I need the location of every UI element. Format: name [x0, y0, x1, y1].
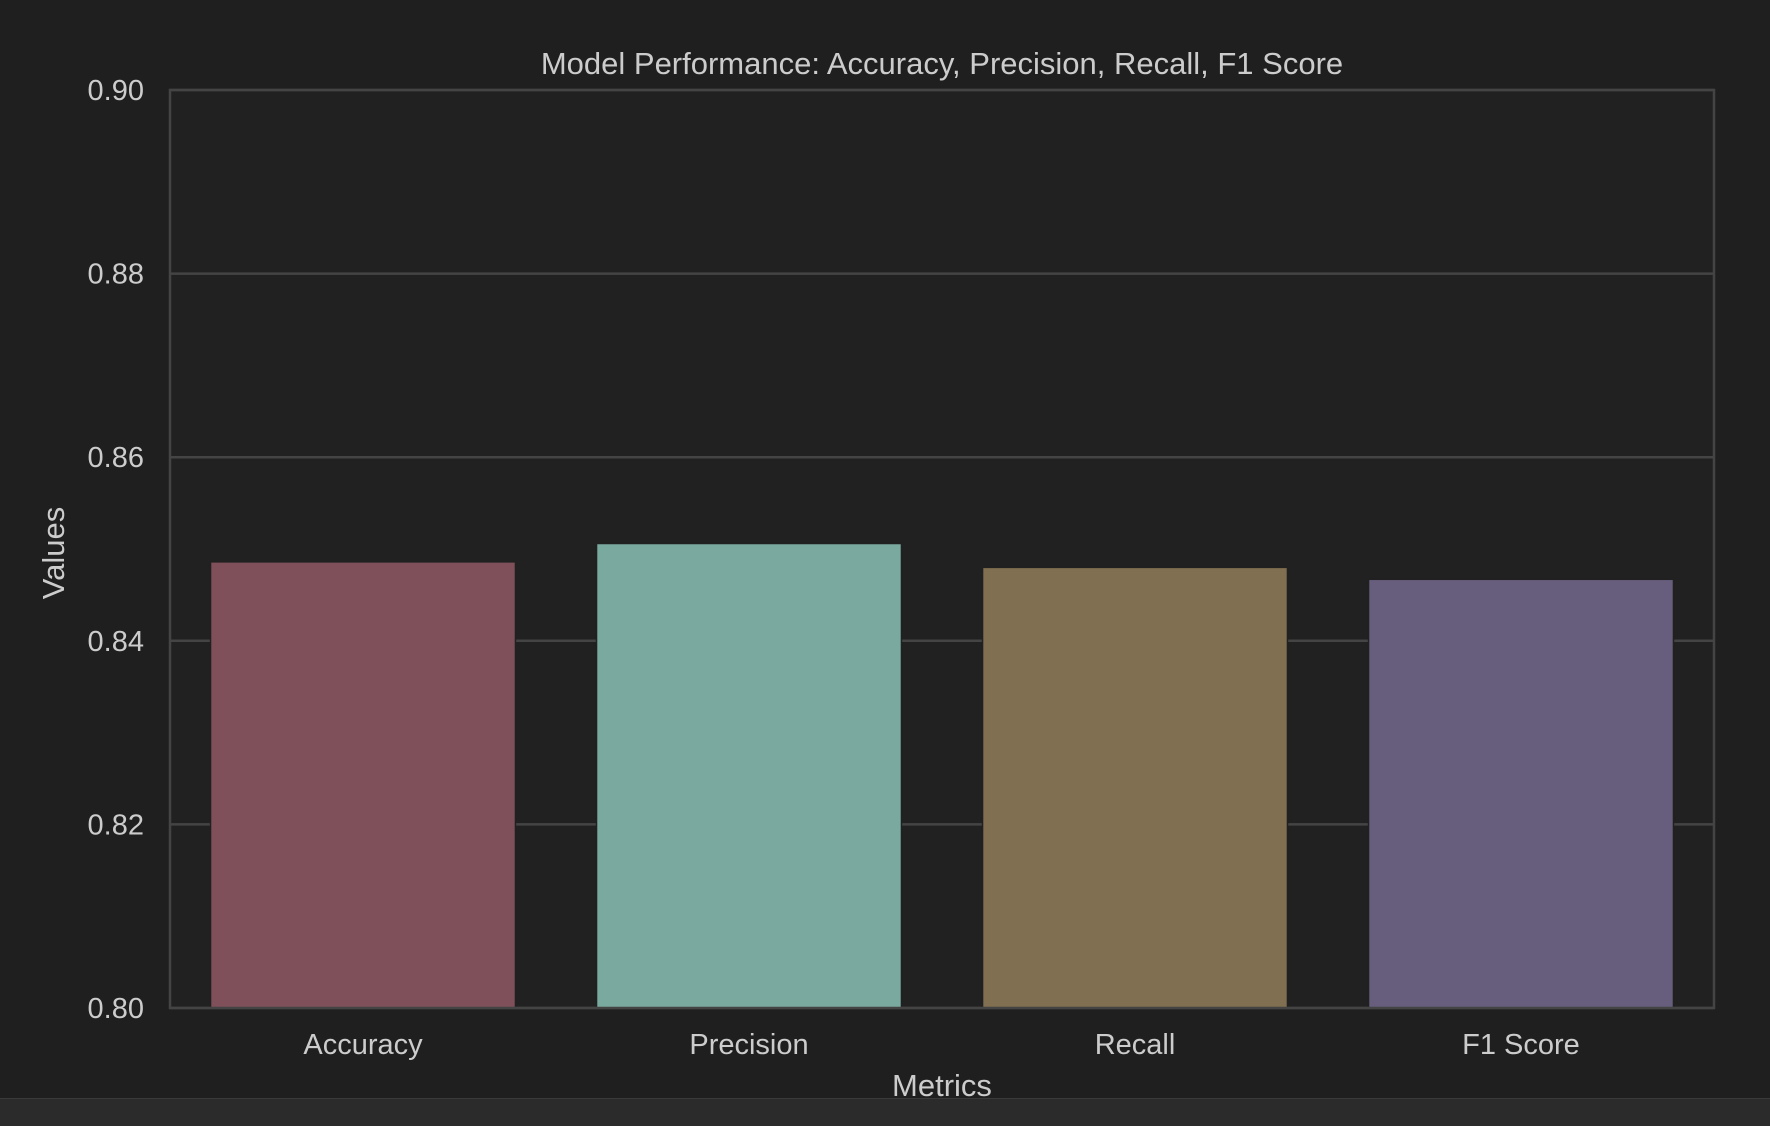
x-axis-ticks: Accuracy Precision Recall F1 Score	[303, 1029, 1579, 1061]
y-tick-label: 0.84	[88, 626, 144, 658]
y-tick-label: 0.90	[88, 75, 144, 107]
bar-precision	[595, 542, 903, 1009]
y-tick-label: 0.88	[88, 259, 144, 291]
bar-f1-score	[1367, 578, 1675, 1009]
y-tick-label: 0.86	[88, 442, 144, 474]
y-axis-ticks: 0.80 0.82 0.84 0.86 0.88 0.90	[88, 75, 144, 1025]
x-tick-label: Recall	[1095, 1029, 1176, 1061]
bars	[209, 542, 1675, 1009]
x-tick-label: Accuracy	[303, 1029, 423, 1061]
y-tick-label: 0.80	[88, 993, 144, 1025]
bar-recall	[981, 566, 1289, 1009]
x-axis-label: Metrics	[892, 1068, 992, 1103]
y-tick-label: 0.82	[88, 809, 144, 841]
plot-frame	[168, 88, 1716, 1010]
bottom-scroll-strip	[0, 1098, 1770, 1126]
bar-accuracy	[209, 561, 517, 1009]
y-axis-label: Values	[36, 507, 71, 600]
chart-title: Model Performance: Accuracy, Precision, …	[541, 46, 1343, 81]
x-tick-label: F1 Score	[1462, 1029, 1580, 1061]
x-tick-label: Precision	[689, 1029, 808, 1061]
